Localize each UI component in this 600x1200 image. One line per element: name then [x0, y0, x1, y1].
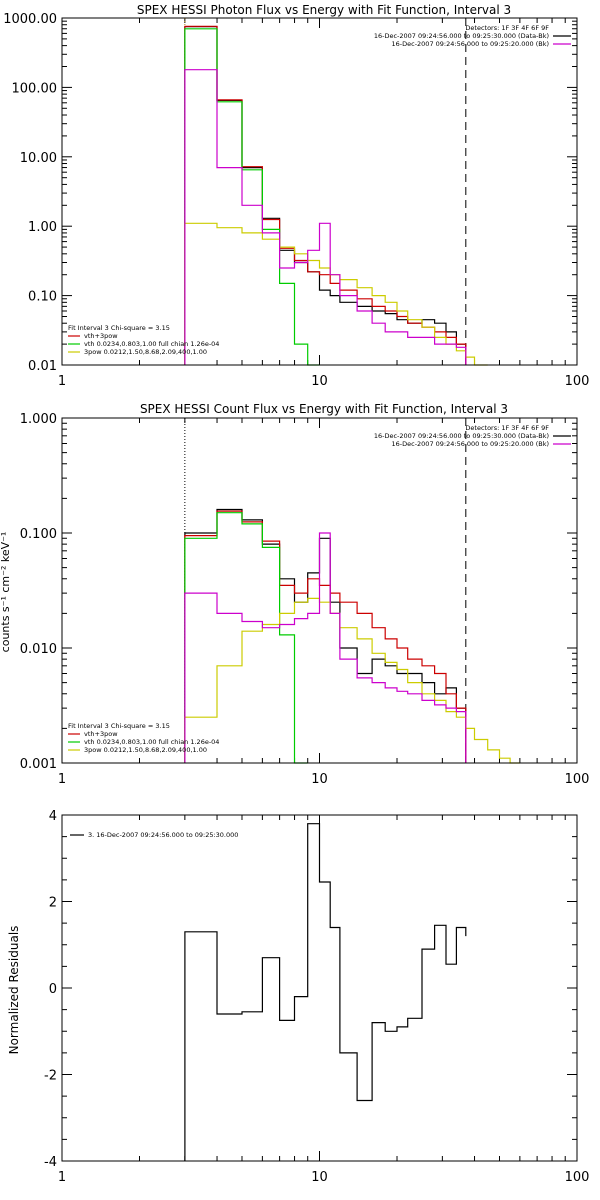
- x-tick-label: 100: [565, 374, 590, 389]
- y-tick-label: 100.00: [12, 81, 58, 96]
- series-line: [184, 510, 467, 763]
- legend-label: Detectors: 1F 3F 4F 6F 9F: [465, 424, 549, 432]
- residuals-panel: Normalized Residuals 1 10 100 -4 -2 0 2 4 3. 16-…: [7, 809, 589, 1185]
- y-tick-label: -2: [44, 1069, 57, 1084]
- photon-flux-title: SPEX HESSI Photon Flux vs Energy with Fi…: [137, 3, 511, 17]
- y-tick-label: 0.01: [28, 359, 57, 374]
- x-tick-label: 100: [565, 772, 590, 787]
- series-line: [184, 28, 320, 366]
- count-flux-panel: SPEX HESSI Count Flux vs Energy with Fit…: [0, 402, 589, 787]
- series-line: [184, 69, 467, 365]
- x-tick-label: 100: [565, 1170, 590, 1185]
- x-tick-label: 1: [58, 374, 66, 389]
- legend-label: 16-Dec-2007 09:24:56.000 to 09:25:20.000…: [392, 40, 550, 48]
- x-tick-label: 10: [311, 772, 328, 787]
- y-tick-label: 0.10: [28, 290, 57, 305]
- legend-label: 16-Dec-2007 09:24:56.000 to 09:25:30.000…: [374, 32, 549, 40]
- residuals-plot-area: 1 10 100 -4 -2 0 2 4 3. 16-Dec-2007 09:24:56.000…: [44, 809, 589, 1185]
- count-flux-plot-area: 1 10 100 0.001 0.010 0.100 1.000 Detectors: 1F …: [20, 412, 590, 787]
- y-tick-label: -4: [44, 1155, 57, 1170]
- y-tick-label: 1.00: [28, 220, 57, 235]
- y-tick-label: 0.010: [20, 642, 57, 657]
- x-tick-label: 1: [58, 772, 66, 787]
- count-flux-y-axis-label: counts s⁻¹ cm⁻² keV⁻¹: [0, 532, 12, 653]
- legend-label: vth 0.0234,0.803,1.00 full chian 1.26e-0…: [84, 738, 219, 746]
- y-tick-label: 4: [49, 809, 57, 824]
- x-tick-label: 10: [311, 374, 328, 389]
- y-tick-label: 1.000: [20, 412, 57, 427]
- residuals-y-axis-label: Normalized Residuals: [7, 926, 21, 1055]
- legend-label: 3pow 0.0212,1.50,8.68,2.09,400,1.00: [84, 348, 207, 356]
- series-line: [184, 512, 308, 764]
- y-tick-label: 2: [49, 896, 57, 911]
- series-line: [184, 25, 467, 365]
- legend-label: Fit Interval 3 Chi-square = 3.15: [68, 722, 170, 730]
- legend-label: 3pow 0.0212,1.50,8.68,2.09,400,1.00: [84, 746, 207, 754]
- series-line: [184, 823, 467, 1161]
- count-flux-frame: [61, 417, 578, 764]
- y-tick-label: 0: [49, 982, 57, 997]
- photon-flux-plot-area: 1 10 100 0.01 0.10 1.00 10.00 100.00 1000.00 Dete…: [3, 12, 589, 389]
- y-tick-label: 0.001: [20, 757, 57, 772]
- photon-flux-panel: SPEX HESSI Photon Flux vs Energy with Fi…: [3, 3, 589, 389]
- legend-label: Detectors: 1F 3F 4F 6F 9F: [465, 24, 549, 32]
- legend-label: Fit Interval 3 Chi-square = 3.15: [68, 324, 170, 332]
- series-line: [184, 26, 467, 365]
- y-tick-label: 10.00: [20, 151, 57, 166]
- y-tick-label: 0.100: [20, 527, 57, 542]
- legend-label: 16-Dec-2007 09:24:56.000 to 09:25:20.000…: [392, 440, 550, 448]
- y-tick-label: 1000.00: [3, 12, 57, 27]
- legend-label: vth+3pow: [84, 332, 118, 340]
- series-line: [184, 597, 520, 764]
- series-line: [184, 532, 467, 763]
- residuals-frame: [61, 814, 578, 1162]
- series-line: [184, 508, 467, 763]
- legend-label: 16-Dec-2007 09:24:56.000 to 09:25:30.000…: [374, 432, 549, 440]
- x-tick-label: 1: [58, 1170, 66, 1185]
- legend-label: vth+3pow: [84, 730, 118, 738]
- count-flux-title: SPEX HESSI Count Flux vs Energy with Fit…: [140, 402, 508, 416]
- legend-label: vth 0.0234,0.803,1.00 full chian 1.26e-0…: [84, 340, 219, 348]
- legend-label: 3. 16-Dec-2007 09:24:56.000 to 09:25:30.…: [88, 831, 238, 839]
- photon-flux-frame: [61, 17, 578, 366]
- x-tick-label: 10: [311, 1170, 328, 1185]
